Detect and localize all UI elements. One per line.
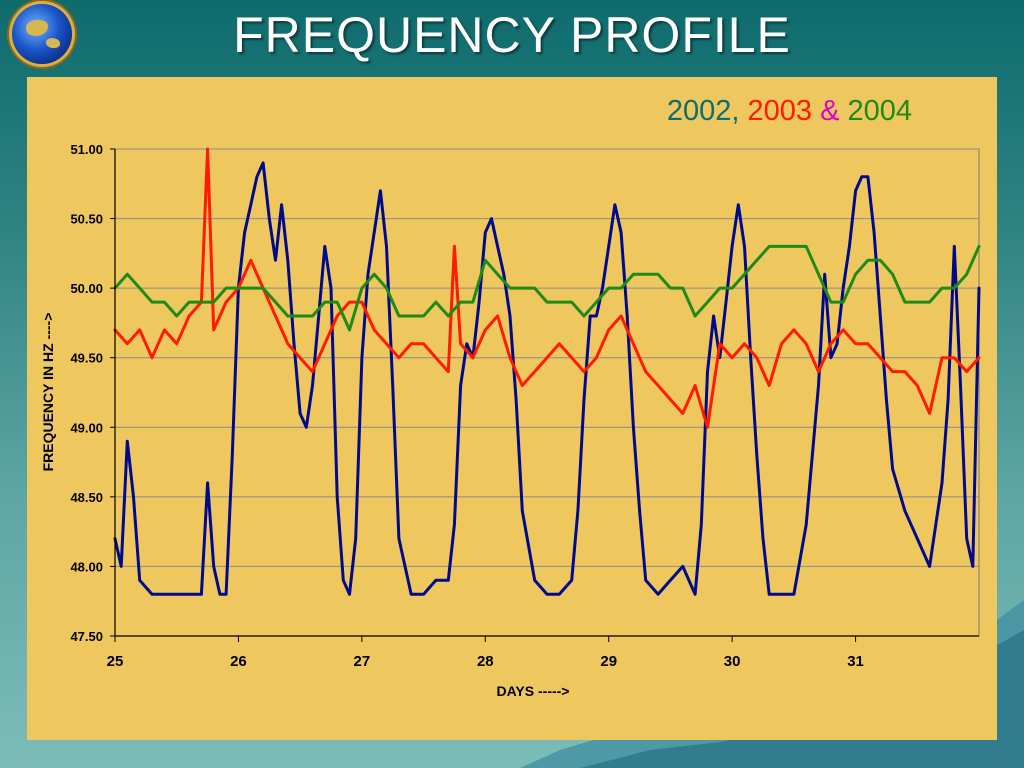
slide-title: FREQUENCY PROFILE — [233, 7, 791, 63]
x-tick-label: 25 — [107, 653, 124, 670]
y-tick-label: 49.50 — [70, 351, 103, 366]
legend-2003: 2003 — [747, 95, 813, 127]
y-tick-label: 49.00 — [70, 420, 103, 435]
plot-frame — [114, 148, 980, 637]
gridlines — [114, 148, 980, 637]
x-tick-label: 30 — [724, 653, 741, 670]
legend-title: 2002, 2003 & 2004 — [667, 95, 912, 128]
legend-2004: 2004 — [847, 95, 912, 127]
x-tick-label: 28 — [477, 653, 494, 670]
x-tick-label: 26 — [230, 653, 247, 670]
y-tick-label: 51.00 — [70, 142, 103, 157]
y-tick-label: 50.50 — [70, 212, 103, 227]
globe-icon — [12, 4, 72, 64]
x-tick-label: 29 — [600, 653, 617, 670]
y-tick-label: 48.50 — [70, 490, 103, 505]
x-axis-label: DAYS -----> — [497, 683, 570, 699]
y-tick-label: 47.50 — [70, 629, 103, 644]
series-2004-line — [113, 244, 981, 332]
y-tick-label: 50.00 — [70, 281, 103, 296]
x-tick-label: 27 — [354, 653, 371, 670]
y-tick-label: 48.00 — [70, 559, 103, 574]
chart-panel — [27, 77, 997, 740]
series-lines — [113, 147, 981, 596]
series-2002-line — [113, 161, 981, 596]
legend-2002: 2002, — [666, 95, 740, 127]
legend-ampersand: & — [820, 95, 840, 127]
y-axis-label: FREQUENCY IN HZ ----> — [40, 313, 56, 472]
series-2003-line — [113, 147, 981, 429]
axes: 47.50 48.00 48.50 49.00 49.50 50.00 50.50 51.00… — [70, 142, 979, 670]
x-tick-label: 31 — [847, 653, 864, 670]
